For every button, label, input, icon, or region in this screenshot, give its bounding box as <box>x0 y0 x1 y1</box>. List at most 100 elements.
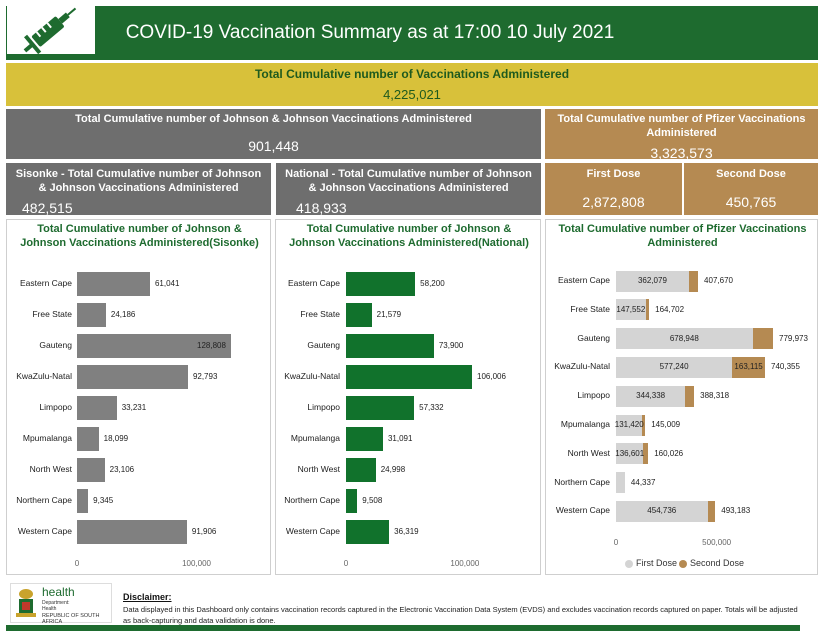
first-dose-bar <box>616 356 733 378</box>
second-dose-bar <box>643 443 649 465</box>
logo-box <box>7 4 95 55</box>
legend-second-dose-dot <box>679 560 687 568</box>
bar <box>346 303 372 327</box>
bar-value-label: 18,099 <box>103 434 129 443</box>
axis-tick-label: 100,000 <box>182 559 211 568</box>
first-dose-value: 2,872,808 <box>582 194 645 210</box>
total-label: Total Cumulative number of Vaccinations … <box>254 67 570 81</box>
category-label: Eastern Cape <box>288 278 340 288</box>
second-dose-bar <box>688 270 699 292</box>
category-label: Northern Cape <box>284 495 340 505</box>
category-label: Free State <box>300 309 340 319</box>
national-card: National - Total Cumulative number of Jo… <box>276 163 541 216</box>
total-value-label: 388,318 <box>700 391 730 401</box>
page-title: COVID-19 Vaccination Summary as at 17:00… <box>125 22 615 43</box>
bar-value-label: 24,186 <box>110 310 136 319</box>
first-dose-bar <box>616 472 625 494</box>
total-value-label: 740,355 <box>771 362 800 372</box>
total-value-label: 164,702 <box>655 304 685 314</box>
sisonke-card: Sisonke - Total Cumulative number of Joh… <box>6 163 271 216</box>
total-value-label: 145,009 <box>651 420 681 429</box>
bar-value-label: 9,345 <box>93 496 114 505</box>
bar <box>346 489 358 513</box>
bar-value-label: 33,231 <box>121 403 147 412</box>
first-dose-bar <box>616 443 644 465</box>
second-dose-card: Second Dose 450,765 <box>684 163 818 215</box>
second-dose-bar <box>732 356 766 378</box>
total-value-label: 44,337 <box>630 477 656 487</box>
bar-value-label: 92,793 <box>192 372 218 381</box>
category-label: Limpopo <box>307 402 340 412</box>
total-value-label: 779,973 <box>779 333 808 343</box>
bar-value-label: 128,808 <box>197 341 226 350</box>
axis-tick-label: 0 <box>74 559 80 568</box>
jj-total-value: 901,448 <box>248 138 299 154</box>
national-chart-title: Total Cumulative number of Johnson & Joh… <box>289 223 529 249</box>
bar <box>346 458 376 482</box>
first-dose-value-label: 147,552 <box>616 304 646 314</box>
first-dose-bar <box>616 385 686 407</box>
pfizer-total-card: Total Cumulative number of Pfizer Vaccin… <box>545 109 818 161</box>
category-label: Gauteng <box>39 340 72 350</box>
first-dose-bar <box>616 500 708 522</box>
second-dose-bar <box>685 385 695 407</box>
jj-total-card: Total Cumulative number of Johnson & Joh… <box>6 109 541 159</box>
axis-tick-label: 0 <box>343 559 349 568</box>
first-dose-card: First Dose 2,872,808 <box>545 163 682 215</box>
first-dose-value-label: 577,240 <box>659 362 689 372</box>
bar-value-label: 61,041 <box>154 279 180 288</box>
second-dose-bar <box>642 414 646 436</box>
header-bar <box>6 6 818 60</box>
second-dose-label: Second Dose <box>716 168 786 180</box>
legend-first-dose-label: First Dose <box>636 558 678 568</box>
bar <box>77 489 89 513</box>
first-dose-value-label: 362,079 <box>637 276 667 285</box>
bar <box>77 396 117 420</box>
category-label: Western Cape <box>17 526 72 536</box>
logo-text: health <box>42 585 75 599</box>
second-dose-bar <box>707 500 716 522</box>
bar-value-label: 73,900 <box>438 341 464 350</box>
national-label: National - Total Cumulative number of Jo… <box>285 168 532 194</box>
logo-sub3: REPUBLIC OF SOUTH AFRICA <box>42 613 100 625</box>
pfizer-total-value: 3,323,573 <box>650 145 713 161</box>
bar-value-label: 57,332 <box>419 403 444 412</box>
bar <box>77 520 187 544</box>
bar-value-label: 24,998 <box>380 465 406 474</box>
bar <box>77 334 231 358</box>
first-dose-label: First Dose <box>586 168 641 180</box>
pfizer-chart-title: Total Cumulative number of Pfizer Vaccin… <box>558 223 807 249</box>
category-label: Northern Cape <box>554 476 610 487</box>
first-dose-bar <box>616 328 753 350</box>
disclaimer-text: Data displayed in this Dashboard only co… <box>123 605 798 625</box>
legend-second-dose-label: Second Dose <box>690 558 745 568</box>
disclaimer-title: Disclaimer: <box>123 592 172 602</box>
bar <box>77 458 105 482</box>
first-dose-value-label: 678,948 <box>669 333 699 343</box>
logo-sub1: Department: <box>42 600 70 606</box>
footer-bar <box>6 625 800 631</box>
sisonke-value: 482,515 <box>22 200 73 216</box>
bar <box>77 303 106 327</box>
bar <box>346 365 472 389</box>
category-label: Eastern Cape <box>20 278 72 288</box>
category-label: Northern Cape <box>16 495 72 505</box>
total-value-label: 493,183 <box>721 506 751 516</box>
second-dose-bar <box>645 299 650 321</box>
first-dose-value-label: 131,420 <box>614 420 644 429</box>
logo-sub2: Health <box>42 606 57 612</box>
category-label: Free State <box>570 303 610 314</box>
total-value-label: 160,026 <box>654 448 684 458</box>
category-label: Mpumalanga <box>290 433 340 443</box>
category-label: Free State <box>32 309 72 319</box>
category-label: Western Cape <box>285 526 340 536</box>
bar <box>77 365 188 389</box>
bar <box>346 272 416 296</box>
category-label: Western Cape <box>555 505 610 516</box>
bar-value-label: 21,579 <box>376 310 402 319</box>
first-dose-bar <box>616 299 646 321</box>
sisonke-label: Sisonke - Total Cumulative number of Joh… <box>15 168 262 194</box>
bar-value-label: 31,091 <box>387 434 413 443</box>
